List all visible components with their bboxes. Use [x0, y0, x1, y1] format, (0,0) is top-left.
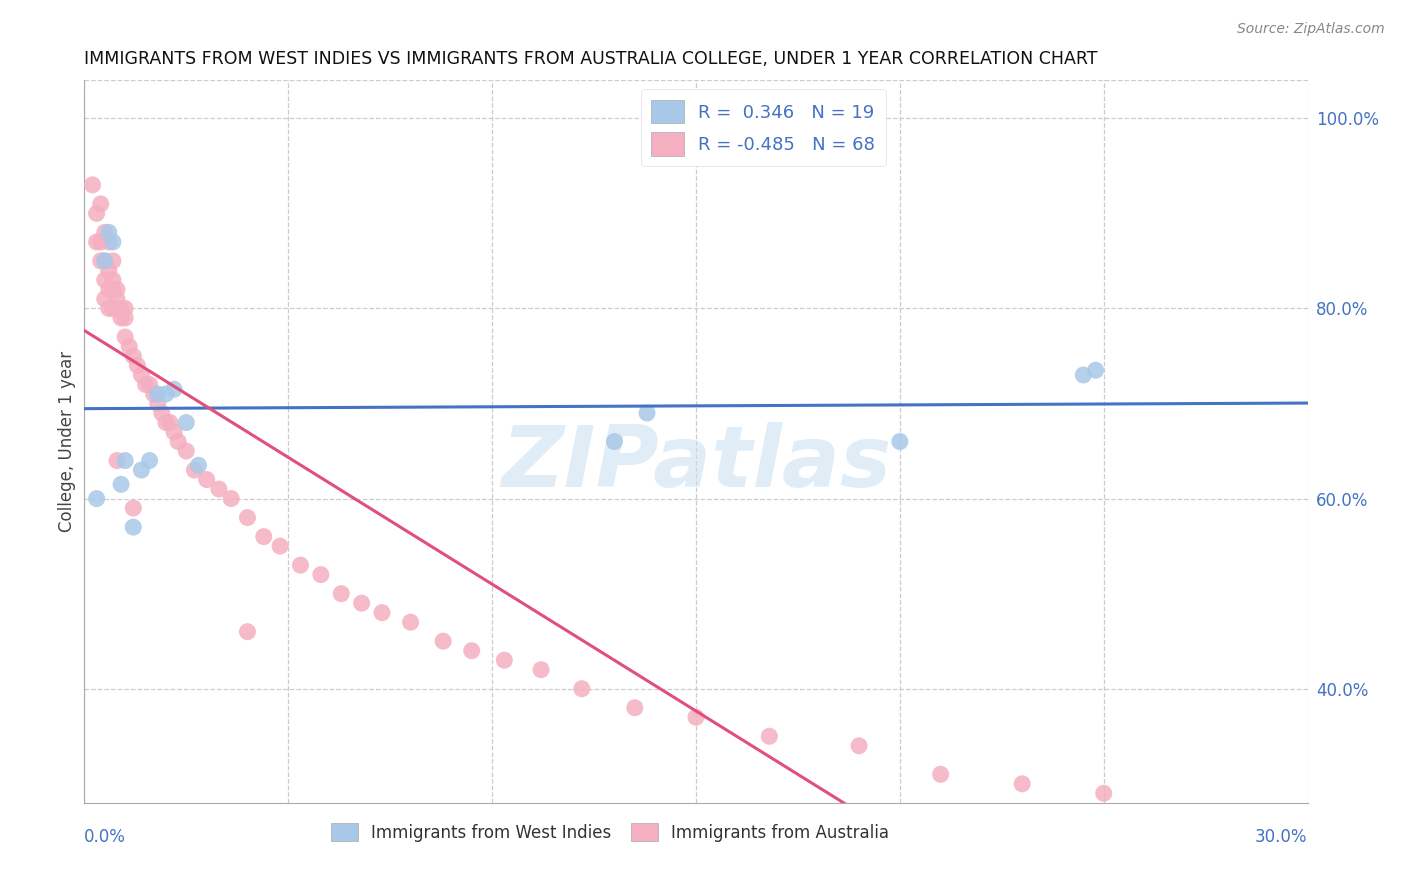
Point [187, 458, 209, 473]
Point [159, 416, 181, 430]
Point [183, 463, 205, 477]
Point [174, 416, 197, 430]
Point [97, 263, 120, 277]
Point [208, 482, 231, 496]
Point [97, 226, 120, 240]
Point [1011, 777, 1033, 791]
Point [105, 453, 128, 467]
Point [97, 301, 120, 316]
Point [114, 330, 136, 344]
Point [195, 473, 218, 487]
Point [163, 382, 186, 396]
Point [330, 587, 353, 601]
Point [163, 425, 186, 439]
Point [93, 273, 115, 287]
Point [82, 178, 104, 192]
Point [90, 197, 112, 211]
Point [127, 359, 149, 373]
Point [101, 254, 124, 268]
Point [167, 434, 190, 449]
Point [146, 387, 169, 401]
Point [530, 663, 553, 677]
Point [1092, 786, 1115, 800]
Point [290, 558, 312, 573]
Point [131, 368, 153, 382]
Point [86, 206, 108, 220]
Point [461, 643, 484, 657]
Point [494, 653, 516, 667]
Point [86, 235, 108, 249]
Point [122, 520, 145, 534]
Point [93, 254, 115, 268]
Point [146, 396, 169, 410]
Point [93, 292, 115, 306]
Point [105, 301, 128, 316]
Point [1073, 368, 1095, 382]
Point [101, 235, 124, 249]
Point [219, 491, 242, 506]
Point [138, 453, 160, 467]
Point [138, 377, 160, 392]
Point [114, 453, 136, 467]
Point [269, 539, 291, 553]
Point [101, 273, 124, 287]
Point [122, 349, 145, 363]
Point [236, 510, 259, 524]
Text: IMMIGRANTS FROM WEST INDIES VS IMMIGRANTS FROM AUSTRALIA COLLEGE, UNDER 1 YEAR C: IMMIGRANTS FROM WEST INDIES VS IMMIGRANT… [84, 50, 1098, 68]
Point [929, 767, 952, 781]
Point [150, 406, 173, 420]
Point [848, 739, 870, 753]
Point [90, 235, 112, 249]
Point [110, 310, 132, 325]
Point [1084, 363, 1107, 377]
Text: Source: ZipAtlas.com: Source: ZipAtlas.com [1237, 22, 1385, 37]
Legend: Immigrants from West Indies, Immigrants from Australia: Immigrants from West Indies, Immigrants … [325, 817, 896, 848]
Point [571, 681, 593, 696]
Y-axis label: College, Under 1 year: College, Under 1 year [58, 351, 76, 533]
Point [101, 282, 124, 296]
Point [174, 444, 197, 458]
Point [432, 634, 454, 648]
Point [155, 416, 177, 430]
Point [889, 434, 911, 449]
Point [236, 624, 259, 639]
Point [101, 301, 124, 316]
Point [105, 292, 128, 306]
Point [155, 387, 177, 401]
Text: ZIPatlas: ZIPatlas [501, 422, 891, 505]
Point [86, 491, 108, 506]
Point [253, 530, 276, 544]
Point [758, 729, 780, 743]
Point [309, 567, 332, 582]
Point [93, 254, 115, 268]
Point [685, 710, 707, 724]
Point [97, 235, 120, 249]
Point [110, 477, 132, 491]
Point [142, 387, 165, 401]
Text: 30.0%: 30.0% [1256, 828, 1308, 846]
Point [118, 339, 141, 353]
Text: 0.0%: 0.0% [84, 828, 127, 846]
Point [122, 501, 145, 516]
Point [603, 434, 626, 449]
Point [350, 596, 373, 610]
Point [371, 606, 394, 620]
Point [97, 282, 120, 296]
Point [114, 301, 136, 316]
Point [90, 254, 112, 268]
Point [131, 463, 153, 477]
Point [636, 406, 658, 420]
Point [135, 377, 157, 392]
Point [399, 615, 422, 630]
Point [105, 282, 128, 296]
Point [624, 700, 647, 714]
Point [110, 301, 132, 316]
Point [114, 310, 136, 325]
Point [93, 226, 115, 240]
